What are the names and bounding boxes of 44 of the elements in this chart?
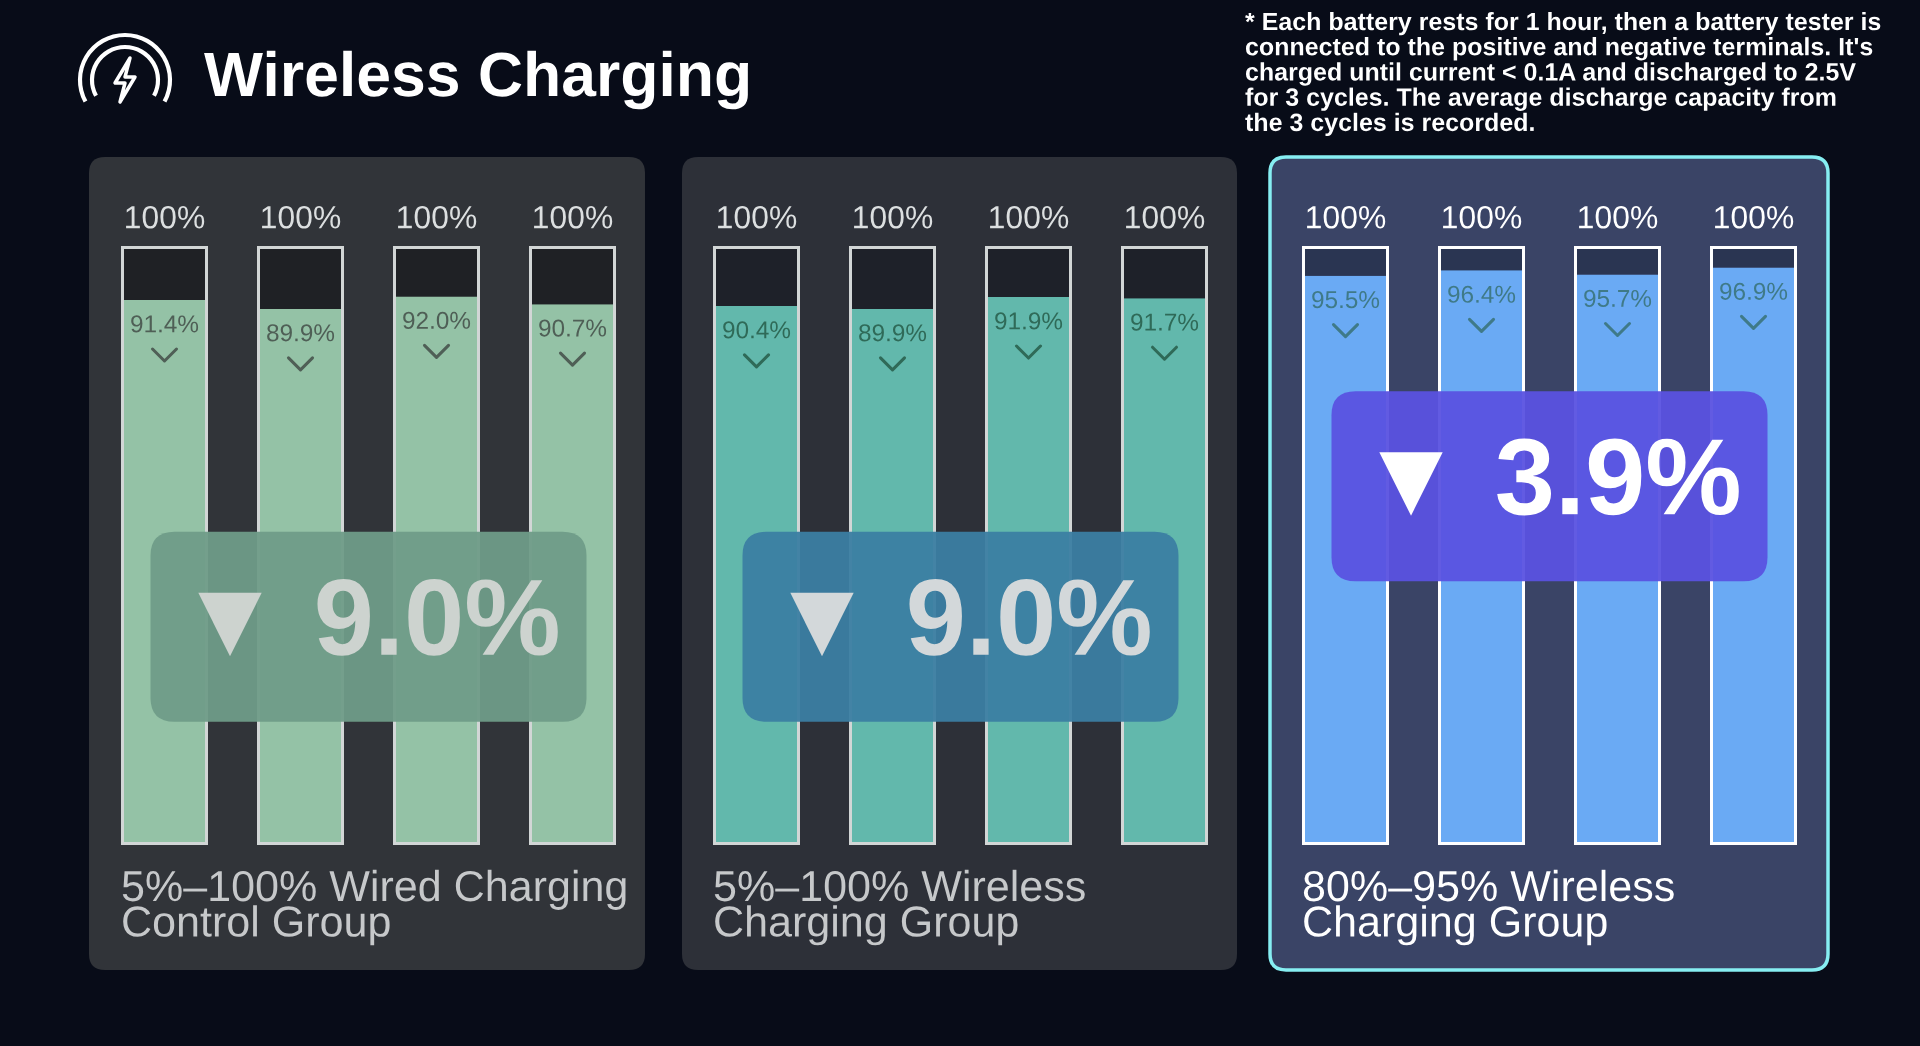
bar bbox=[988, 249, 1069, 298]
bar bbox=[124, 249, 205, 300]
data-label: 91.7% bbox=[1131, 313, 1199, 331]
chart-title: Wireless Charging bbox=[204, 50, 749, 110]
bar bbox=[1124, 249, 1205, 299]
data-label: 89.9% bbox=[267, 324, 335, 342]
total-label: 100% bbox=[534, 205, 613, 229]
data-label: 90.7% bbox=[539, 319, 607, 337]
bar bbox=[260, 249, 341, 309]
bar bbox=[852, 249, 933, 309]
total-label: 100% bbox=[262, 205, 341, 229]
total-label: 100% bbox=[1579, 205, 1658, 229]
annotation: ▼ 9.0% bbox=[790, 579, 1150, 657]
total-label: 100% bbox=[1126, 205, 1205, 229]
text: * Each battery rests for 1 hour, then a battery tester is connected to the positive and negative terminals. It's charged until current < 0.1A and discharged to 2.5V for 3 cycles. The average discharge capacity from the 3 cycles is recorded. bbox=[1245, 12, 1881, 137]
bar bbox=[1713, 249, 1794, 268]
total-label: 100% bbox=[1307, 205, 1386, 229]
total-label: 100% bbox=[1443, 205, 1522, 229]
total-label: 100% bbox=[854, 205, 933, 229]
total-label: 100% bbox=[398, 205, 477, 229]
x-axis-title: 80%–95% Wireless Charging Group bbox=[1303, 869, 1674, 946]
data-label: 91.9% bbox=[995, 312, 1063, 330]
annotation: ▼ 9.0% bbox=[198, 579, 558, 657]
x-axis-title: 5%–100% Wireless Charging Group bbox=[714, 869, 1085, 946]
bar bbox=[1305, 249, 1386, 276]
data-label: 96.4% bbox=[1448, 285, 1516, 303]
bar bbox=[716, 249, 797, 306]
bar bbox=[1441, 249, 1522, 271]
total-label: 100% bbox=[126, 205, 205, 229]
data-label: 92.0% bbox=[403, 311, 471, 329]
data-label: 90.4% bbox=[723, 321, 791, 339]
annotation: ▼ 3.9% bbox=[1379, 438, 1739, 516]
bar bbox=[532, 249, 613, 305]
bar bbox=[396, 249, 477, 297]
bar bbox=[1577, 249, 1658, 275]
total-label: 100% bbox=[1715, 205, 1794, 229]
data-label: 95.7% bbox=[1584, 289, 1652, 308]
data-label: 91.4% bbox=[131, 315, 199, 333]
x-axis-title: 5%–100% Wired Charging Control Group bbox=[122, 869, 626, 946]
total-label: 100% bbox=[718, 205, 797, 229]
data-label: 96.9% bbox=[1720, 282, 1788, 300]
total-label: 100% bbox=[990, 205, 1069, 229]
data-label: 95.5% bbox=[1312, 291, 1380, 309]
data-label: 89.9% bbox=[859, 324, 927, 342]
